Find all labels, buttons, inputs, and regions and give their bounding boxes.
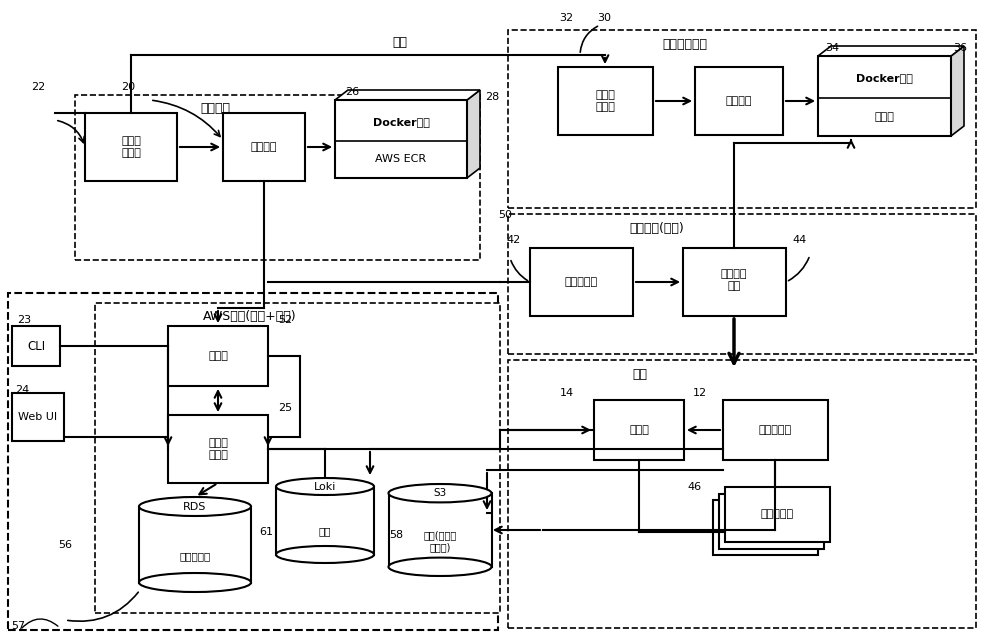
Ellipse shape [139, 497, 251, 516]
Text: 14: 14 [560, 388, 574, 398]
Bar [139, 507, 251, 582]
Bar [75, 95, 480, 260]
Text: 构建环境: 构建环境 [200, 103, 230, 115]
Bar [508, 30, 976, 208]
Text: 制品库: 制品库 [875, 112, 894, 122]
Bar [719, 494, 824, 549]
Text: 生产构建环境: 生产构建环境 [662, 38, 708, 52]
Ellipse shape [276, 478, 374, 495]
Bar [508, 360, 976, 628]
Text: 运行: 运行 [633, 367, 648, 380]
Text: 制品(模型、
视频等): 制品(模型、 视频等) [423, 530, 457, 552]
Text: CLI: CLI [27, 339, 45, 353]
Bar [276, 487, 374, 554]
Bar [530, 248, 633, 316]
Bar [683, 248, 786, 316]
Bar [723, 400, 828, 460]
Text: Docker镜像: Docker镜像 [856, 73, 913, 84]
Text: 20: 20 [121, 82, 135, 92]
Text: 52: 52 [278, 315, 292, 325]
Text: 训练器: 训练器 [629, 425, 649, 435]
Text: 61: 61 [259, 527, 273, 537]
Bar [594, 400, 684, 460]
Bar [388, 493, 492, 567]
Text: 容器编排
系统: 容器编排 系统 [721, 269, 747, 291]
Bar [8, 293, 498, 630]
Text: 运行和度量: 运行和度量 [179, 551, 211, 561]
Text: 34: 34 [825, 43, 839, 53]
Bar [335, 100, 467, 178]
Text: 数据查
询接口: 数据查 询接口 [208, 438, 228, 460]
Text: 24: 24 [15, 385, 29, 395]
Text: 构建系统: 构建系统 [726, 96, 752, 106]
Text: 源代码
储存库: 源代码 储存库 [121, 136, 141, 158]
Text: 42: 42 [507, 235, 521, 245]
Polygon shape [335, 90, 480, 100]
Text: 12: 12 [693, 388, 707, 398]
Text: 游戏控制台: 游戏控制台 [760, 509, 794, 519]
Text: 生产环境(实验): 生产环境(实验) [630, 221, 684, 235]
Text: 30: 30 [597, 13, 611, 23]
Bar [12, 393, 64, 441]
Text: 44: 44 [793, 235, 807, 245]
Text: 58: 58 [389, 530, 403, 540]
Text: AWS ECR: AWS ECR [375, 154, 427, 164]
Bar [95, 303, 500, 613]
Text: Docker镜像: Docker镜像 [373, 117, 429, 127]
Text: RDS: RDS [183, 501, 207, 512]
Bar [818, 56, 951, 136]
Text: 50: 50 [498, 210, 512, 220]
Text: 源代码
储存库: 源代码 储存库 [595, 90, 615, 112]
Bar [725, 487, 830, 542]
Text: 32: 32 [559, 13, 573, 23]
Ellipse shape [388, 484, 492, 502]
Text: 36: 36 [953, 43, 967, 53]
Text: S3: S3 [433, 488, 447, 498]
Text: 日志: 日志 [319, 526, 331, 536]
Bar [168, 326, 268, 386]
Bar [85, 113, 177, 181]
Text: 服务器: 服务器 [208, 351, 228, 361]
Ellipse shape [388, 558, 492, 576]
Ellipse shape [139, 573, 251, 592]
Bar [695, 67, 783, 135]
Text: 46: 46 [687, 482, 701, 492]
Text: 26: 26 [345, 87, 359, 97]
Bar [223, 113, 305, 181]
Bar [713, 500, 818, 555]
Text: 57: 57 [11, 621, 25, 631]
Text: 实验管理器: 实验管理器 [564, 277, 598, 287]
Text: 23: 23 [17, 315, 31, 325]
Bar [558, 67, 653, 135]
Polygon shape [467, 90, 480, 178]
Polygon shape [951, 46, 964, 136]
Text: 22: 22 [31, 82, 45, 92]
Bar [508, 214, 976, 354]
Polygon shape [818, 46, 964, 56]
Text: 25: 25 [278, 403, 292, 413]
Text: 数据收集器: 数据收集器 [758, 425, 792, 435]
Text: 56: 56 [58, 540, 72, 550]
Text: 镜像: 镜像 [392, 36, 408, 50]
Bar [12, 326, 60, 366]
Text: AWS环境(监视+实验): AWS环境(监视+实验) [203, 311, 297, 323]
Text: 构建系统: 构建系统 [251, 142, 277, 152]
Text: Web UI: Web UI [18, 412, 58, 422]
Text: 28: 28 [485, 92, 499, 102]
Text: Loki: Loki [314, 482, 336, 491]
Ellipse shape [276, 546, 374, 563]
Bar [168, 415, 268, 483]
